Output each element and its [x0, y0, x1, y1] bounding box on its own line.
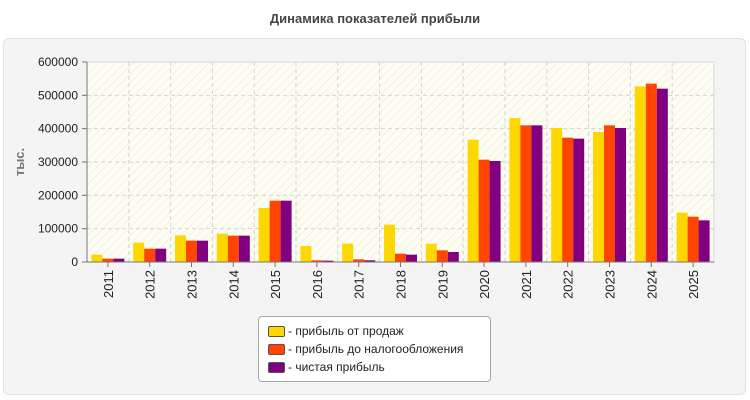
bar-2017-s3: [364, 260, 376, 262]
y-axis: 0 100000 200000 300000 400000 500000 600000: [38, 55, 88, 269]
legend: - прибыль от продаж - прибыль до налогоо…: [258, 316, 491, 382]
bar-2012-s2: [144, 248, 156, 262]
y-tick-label: 300000: [38, 155, 78, 169]
bar-2016-s1: [300, 246, 312, 262]
y-tick-label: 500000: [38, 88, 78, 102]
bar-2018-s3: [406, 254, 417, 262]
grid-lines: [87, 62, 714, 262]
bar-2011-s2: [102, 258, 114, 262]
bar-2025-s1: [676, 212, 688, 262]
x-tick-label: 2020: [477, 270, 492, 299]
bar-2017-s1: [342, 243, 354, 262]
y-tick-label: 100000: [38, 222, 78, 236]
bar-2013-s1: [175, 235, 186, 262]
chart-title: Динамика показателей прибыли: [269, 11, 481, 26]
x-axis: 2011 2012 2013 2014 2015 2016 2017 2018 2019 2020…: [87, 261, 714, 299]
bar-2013-s3: [197, 240, 208, 262]
y-tick-label: 600000: [38, 55, 78, 69]
bar-2014-s3: [238, 235, 250, 262]
x-tick-label: 2025: [686, 270, 701, 299]
bar-2016-s2: [311, 260, 323, 262]
y-axis-label: тыс.: [12, 148, 27, 176]
bar-2014-s2: [227, 235, 239, 262]
bar-2021-s2: [520, 125, 532, 262]
bars: [91, 83, 710, 263]
bar-2023-s3: [615, 128, 626, 262]
legend-swatch: [268, 325, 285, 337]
x-tick-label: 2012: [143, 270, 158, 299]
bar-2018-s2: [395, 253, 406, 262]
y-tick-label: 400000: [38, 122, 78, 136]
bar-2019-s3: [447, 252, 459, 262]
bar-2011-s3: [113, 258, 125, 262]
x-tick-label: 2014: [226, 270, 241, 299]
x-tick-label: 2017: [352, 270, 367, 299]
bar-2022-s1: [551, 128, 563, 262]
x-tick-label: 2023: [603, 270, 618, 299]
bar-2019-s2: [436, 250, 448, 262]
bar-2020-s3: [489, 161, 501, 262]
bar-2021-s1: [509, 118, 521, 262]
bar-2019-s1: [425, 243, 437, 262]
bar-2012-s3: [155, 248, 167, 262]
bar-2024-s1: [634, 86, 646, 262]
bar-2015-s3: [280, 200, 292, 262]
bar-2013-s2: [186, 240, 197, 262]
bar-2023-s2: [604, 125, 615, 262]
bar-2016-s3: [322, 260, 334, 262]
x-tick-label: 2011: [101, 270, 116, 298]
bar-2022-s3: [573, 138, 585, 262]
bar-2024-s3: [656, 88, 668, 263]
bar-2018-s1: [384, 224, 395, 262]
bar-2025-s3: [698, 220, 710, 262]
x-tick-label: 2018: [394, 270, 409, 299]
x-tick-label: 2015: [268, 270, 283, 299]
legend-label: - прибыль от продаж: [288, 324, 404, 338]
bar-2020-s1: [467, 139, 479, 262]
x-tick-label: 2024: [644, 270, 659, 299]
bar-2022-s2: [562, 137, 574, 262]
legend-label: - прибыль до налогообложения: [288, 342, 464, 356]
x-tick-label: 2013: [185, 270, 200, 299]
x-tick-label: 2022: [561, 270, 576, 299]
bar-2017-s2: [353, 259, 365, 262]
legend-item[interactable]: - прибыль до налогообложения: [268, 340, 490, 358]
bar-2025-s2: [687, 216, 699, 262]
x-tick-label: 2019: [435, 270, 450, 299]
bar-2014-s1: [216, 233, 228, 262]
bar-2012-s1: [133, 242, 145, 262]
x-tick-label: 2021: [519, 270, 534, 299]
legend-swatch: [268, 361, 285, 373]
bar-2023-s1: [593, 132, 604, 262]
bar-2011-s1: [91, 254, 103, 262]
bar-2024-s2: [645, 83, 657, 263]
legend-swatch: [268, 343, 285, 355]
x-tick-label: 2016: [310, 270, 325, 299]
bar-2020-s2: [478, 159, 490, 262]
bar-2015-s1: [258, 208, 270, 262]
legend-item[interactable]: - чистая прибыль: [268, 358, 490, 376]
y-tick-label: 0: [71, 255, 78, 269]
bar-2015-s2: [269, 200, 281, 262]
legend-item[interactable]: - прибыль от продаж: [268, 322, 490, 340]
legend-label: - чистая прибыль: [288, 360, 385, 374]
bar-2021-s3: [531, 125, 543, 262]
y-tick-label: 200000: [38, 188, 78, 202]
